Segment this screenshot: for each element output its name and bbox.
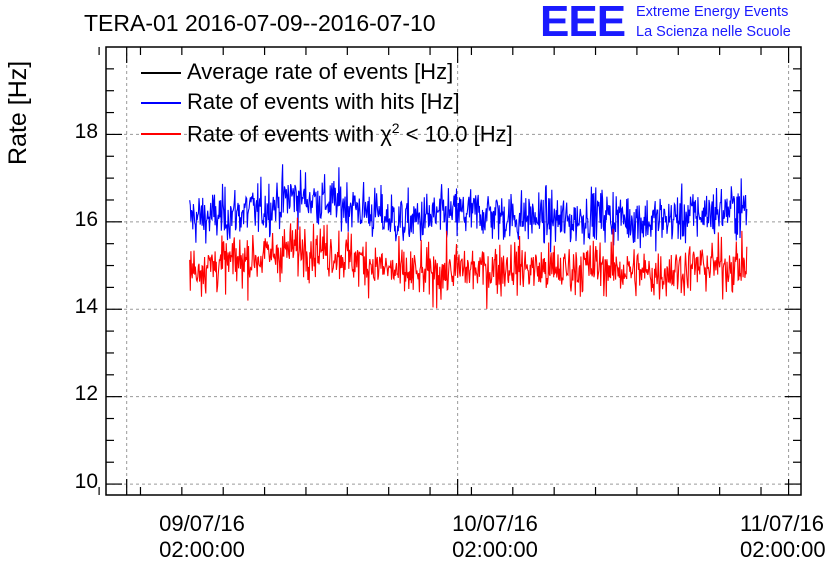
- legend-chi2-prefix: Rate of events with: [187, 121, 381, 147]
- x-tick-label: 11/07/16 02:00:00: [728, 511, 836, 563]
- legend-lines: [141, 72, 181, 135]
- y-axis-label: Rate [Hz]: [4, 60, 32, 165]
- y-tick-label: 16: [74, 208, 98, 231]
- y-tick-label: 12: [74, 382, 98, 405]
- x-tick-time: 02:00:00: [159, 537, 245, 562]
- legend-item-average: Average rate of events [Hz]: [187, 59, 454, 84]
- series-chi2: [189, 217, 748, 309]
- x-tick-date: 09/07/16: [159, 511, 245, 536]
- chart-title: TERA-01 2016-07-09--2016-07-10: [84, 10, 436, 36]
- axis-ticks: [98, 47, 801, 495]
- legend-chi2-suffix: < 10.0 [Hz]: [399, 121, 513, 147]
- x-tick-date: 11/07/16: [740, 511, 825, 536]
- series-line: [189, 217, 748, 309]
- x-tick-time: 02:00:00: [452, 537, 538, 562]
- legend-item-chi2: Rate of events with χ2 < 10.0 [Hz]: [187, 120, 513, 147]
- legend-item-hits: Rate of events with hits [Hz]: [187, 89, 460, 114]
- logo-line-2: La Scienza nelle Scuole: [636, 24, 791, 40]
- logo-line-1: Extreme Energy Events: [636, 4, 789, 20]
- legend-chi-symbol: χ: [380, 121, 392, 147]
- x-tick-date: 10/07/16: [452, 511, 538, 536]
- y-tick-label: 10: [74, 470, 98, 493]
- series-hits: [189, 164, 748, 253]
- plot-frame: [105, 46, 802, 496]
- eee-logo: EEE: [540, 0, 626, 46]
- y-tick-label: 14: [74, 295, 98, 318]
- series-line: [189, 164, 748, 253]
- x-tick-label: 10/07/16 02:00:00: [435, 511, 555, 563]
- x-tick-time: 02:00:00: [740, 537, 826, 562]
- x-tick-label: 09/07/16 02:00:00: [142, 511, 262, 563]
- legend-chi-superscript: 2: [391, 120, 400, 136]
- y-tick-label: 18: [74, 120, 98, 143]
